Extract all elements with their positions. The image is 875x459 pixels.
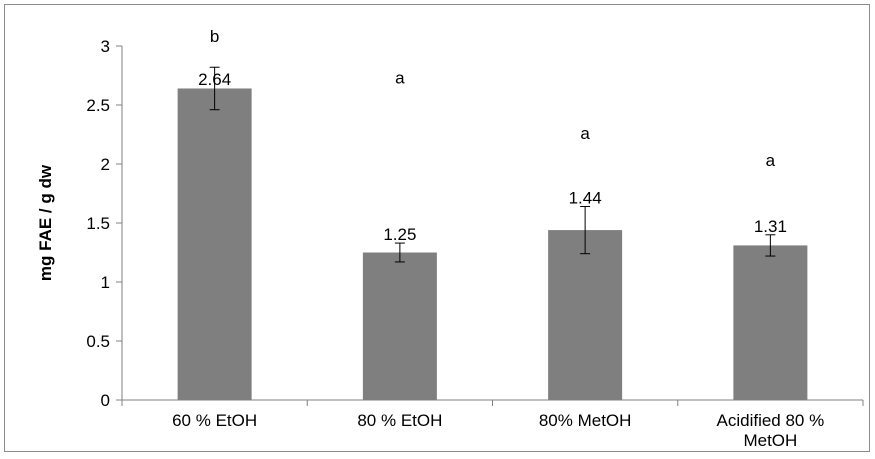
- x-tick-label: Acidified 80 %: [717, 411, 825, 430]
- x-tick-label: 80 % EtOH: [357, 411, 442, 430]
- y-tick-label: 0.5: [86, 332, 110, 351]
- y-tick-label: 3: [101, 37, 110, 56]
- y-axis-label: mg FAE / g dw: [36, 164, 55, 281]
- chart-frame: [4, 4, 870, 452]
- x-tick-label: 60 % EtOH: [172, 411, 257, 430]
- y-tick-label: 1.5: [86, 214, 110, 233]
- bar: [177, 88, 252, 400]
- data-label: 1.25: [383, 225, 416, 244]
- data-label: 1.44: [569, 188, 602, 207]
- data-label: 2.64: [198, 70, 231, 89]
- x-tick-label: 80% MetOH: [539, 411, 632, 430]
- bar: [733, 245, 808, 400]
- labels: 2.64 b 60 % EtOH 1.25 a 80 % EtOH 1.44 a 80% Met…: [172, 27, 824, 450]
- y-tick-label: 2: [101, 155, 110, 174]
- bar: [548, 230, 623, 400]
- significance-letter: a: [766, 151, 776, 170]
- x-tick-label: MetOH: [743, 431, 797, 450]
- y-tick-label: 1: [101, 273, 110, 292]
- bar: [362, 252, 437, 400]
- significance-letter: a: [395, 68, 405, 87]
- significance-letter: b: [210, 27, 219, 46]
- error-bars: [209, 66, 776, 263]
- y-tick-label: 0: [101, 391, 110, 410]
- bars: [177, 88, 808, 400]
- y-tick-label: 2.5: [86, 96, 110, 115]
- significance-letter: a: [580, 124, 590, 143]
- data-label: 1.31: [754, 217, 787, 236]
